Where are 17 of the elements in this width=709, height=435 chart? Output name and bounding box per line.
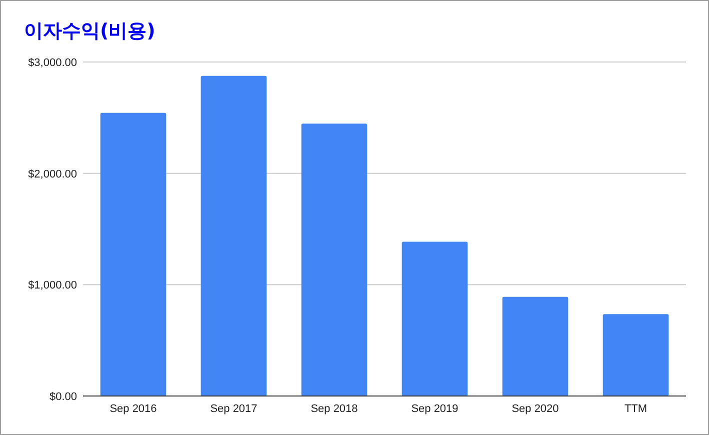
y-tick-label: $0.00 bbox=[49, 391, 77, 403]
x-tick-label: Sep 2020 bbox=[512, 403, 559, 415]
bar bbox=[200, 76, 267, 396]
x-tick-label: Sep 2019 bbox=[411, 403, 458, 415]
x-tick-label: Sep 2018 bbox=[310, 403, 358, 415]
bar bbox=[100, 112, 166, 396]
bar bbox=[301, 124, 368, 396]
chart-title: 이자수익(비용) bbox=[24, 20, 156, 42]
bar bbox=[502, 296, 568, 396]
y-tick-label: $1,000.00 bbox=[28, 280, 77, 292]
x-tick-label: TTM bbox=[624, 403, 648, 415]
bar bbox=[402, 242, 468, 396]
y-tick-label: $2,000.00 bbox=[28, 168, 77, 180]
x-tick-label: Sep 2017 bbox=[210, 403, 258, 415]
bar bbox=[602, 314, 669, 396]
x-tick-label: Sep 2016 bbox=[110, 403, 157, 415]
y-tick-label: $3,000.00 bbox=[28, 57, 77, 69]
